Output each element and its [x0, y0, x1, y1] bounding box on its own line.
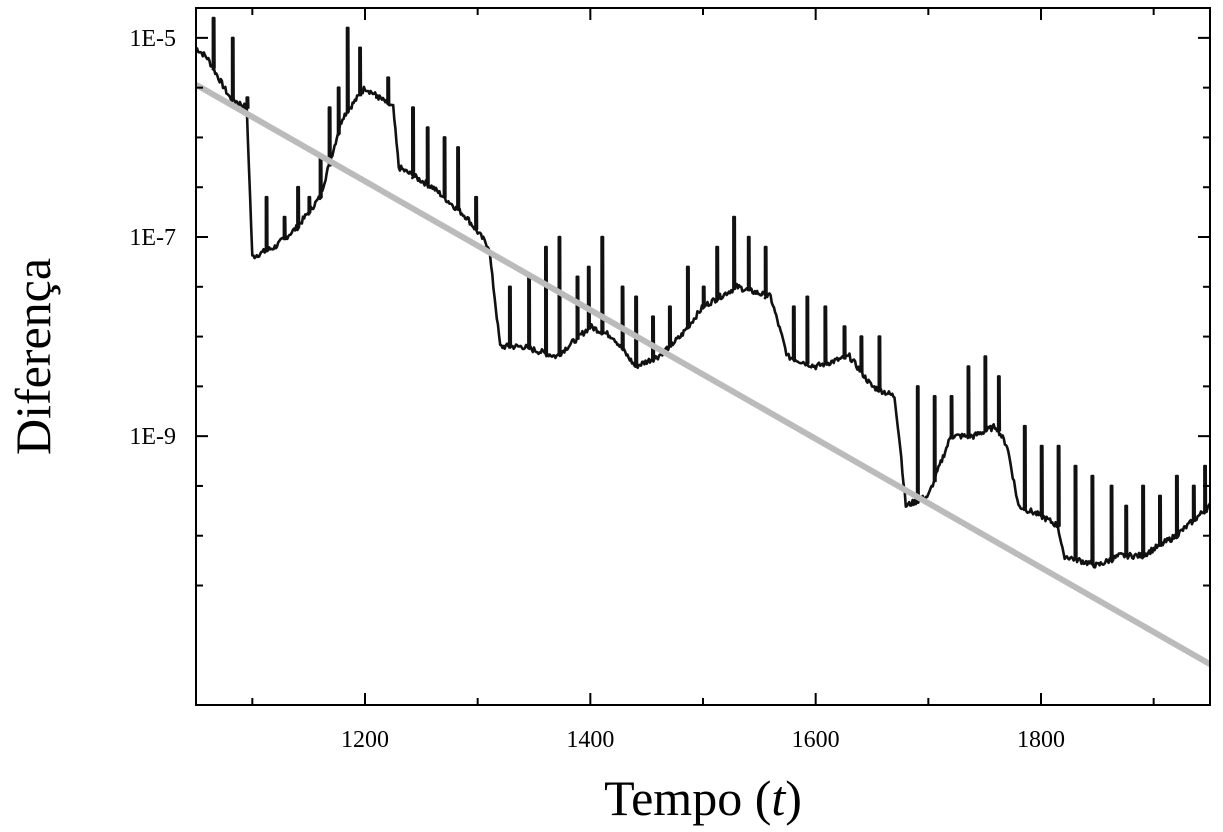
y-tick-label: 1E-9	[129, 424, 176, 450]
x-axis-title: Tempo (t)	[604, 770, 802, 826]
x-tick-label: 1800	[1017, 727, 1065, 753]
x-tick-label: 1200	[341, 727, 389, 753]
y-tick-label: 1E-5	[129, 26, 176, 52]
series-fit-line	[196, 82, 1210, 667]
series-signal	[196, 16, 1210, 569]
x-axis-title-text: Tempo	[604, 770, 742, 826]
data-layer	[196, 16, 1210, 667]
y-axis-title: Diferença	[5, 258, 61, 455]
x-tick-label: 1400	[566, 727, 614, 753]
x-axis-title-var: t	[771, 770, 786, 826]
y-tick-label: 1E-7	[129, 225, 176, 251]
ticks-layer: 1200 1400 1600 1800 1E-5 1E-7 1E-9	[129, 8, 1210, 753]
x-tick-label: 1600	[792, 727, 840, 753]
